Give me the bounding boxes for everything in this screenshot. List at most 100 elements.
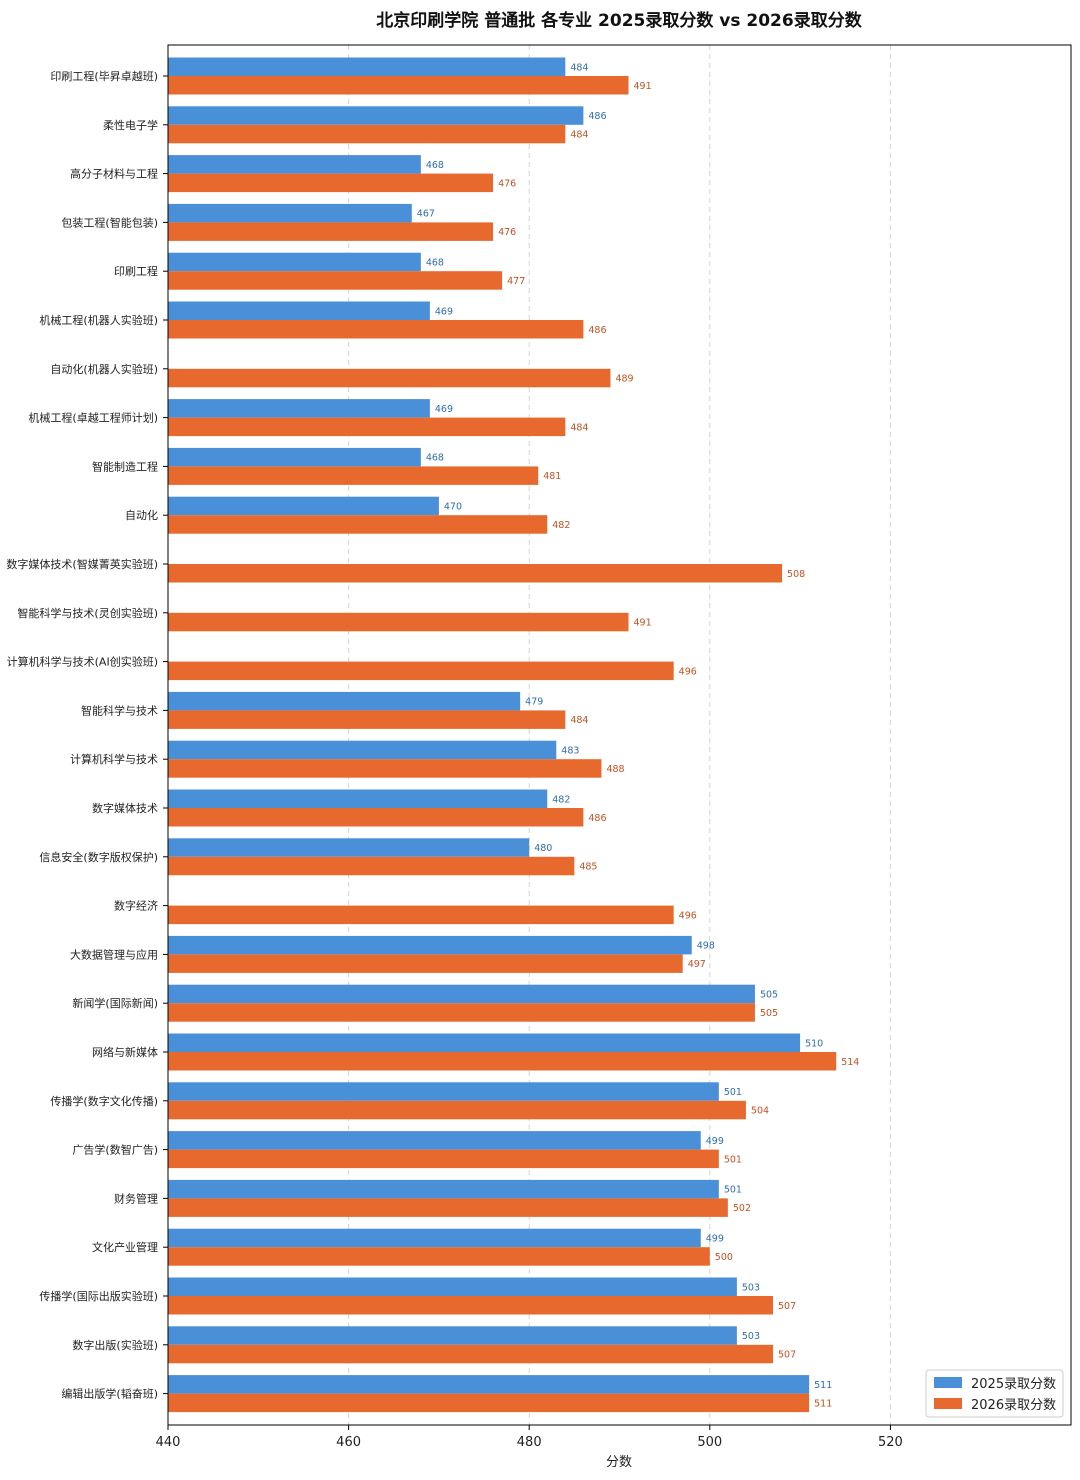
bar-2025 bbox=[168, 252, 421, 272]
value-label-2025: 468 bbox=[426, 257, 444, 268]
bar-2025 bbox=[168, 57, 566, 76]
bar-2026 bbox=[168, 417, 566, 437]
value-label-2025: 468 bbox=[426, 160, 444, 171]
value-label-2026: 476 bbox=[498, 227, 516, 238]
category-label: 信息安全(数字版权保护) bbox=[39, 850, 158, 864]
category-label: 智能科学与技术 bbox=[81, 703, 158, 717]
plot-frame bbox=[167, 44, 1072, 1426]
value-label-2025: 482 bbox=[552, 794, 570, 805]
value-label-2025: 511 bbox=[814, 1380, 832, 1391]
value-label-2026: 488 bbox=[606, 764, 624, 775]
bar-2025 bbox=[168, 789, 548, 808]
value-label-2025: 510 bbox=[805, 1038, 823, 1049]
value-label-2025: 499 bbox=[706, 1233, 724, 1244]
value-label-2026: 484 bbox=[570, 422, 588, 433]
bar-2026 bbox=[168, 1052, 837, 1071]
category-label: 计算机科学与技术 bbox=[70, 752, 158, 766]
value-label-2026: 496 bbox=[679, 910, 697, 921]
x-tick-label: 520 bbox=[878, 1435, 903, 1450]
x-tick-label: 440 bbox=[156, 1435, 181, 1450]
bars bbox=[168, 57, 837, 1413]
bar-2025 bbox=[168, 447, 421, 467]
value-label-2025: 501 bbox=[724, 1087, 742, 1098]
value-label-2025: 505 bbox=[760, 989, 778, 1000]
bar-2025 bbox=[168, 1033, 801, 1052]
value-label-2025: 501 bbox=[724, 1185, 742, 1196]
bar-2025 bbox=[168, 1131, 701, 1150]
category-label: 智能科学与技术(灵创实验班) bbox=[17, 606, 158, 620]
bar-2026 bbox=[168, 954, 683, 973]
category-label: 机械工程(机器人实验班) bbox=[39, 313, 158, 327]
value-label-2026: 489 bbox=[615, 374, 633, 385]
bar-2026 bbox=[168, 222, 494, 241]
value-label-2025: 498 bbox=[697, 941, 715, 952]
value-label-2026: 501 bbox=[724, 1154, 742, 1165]
value-label-2026: 514 bbox=[841, 1057, 859, 1068]
value-label-2026: 507 bbox=[778, 1301, 796, 1312]
value-label-2025: 503 bbox=[742, 1282, 760, 1293]
bar-2026 bbox=[168, 710, 566, 729]
legend-label-2025: 2025录取分数 bbox=[971, 1377, 1056, 1392]
value-label-2026: 505 bbox=[760, 1008, 778, 1019]
value-label-2026: 491 bbox=[634, 81, 652, 92]
value-label-2026: 511 bbox=[814, 1398, 832, 1409]
value-label-2026: 507 bbox=[778, 1350, 796, 1361]
category-label: 财务管理 bbox=[114, 1191, 158, 1205]
value-label-2025: 499 bbox=[706, 1136, 724, 1147]
value-label-2025: 486 bbox=[588, 111, 606, 122]
bar-2026 bbox=[168, 1344, 774, 1364]
bar-2025 bbox=[168, 1277, 737, 1296]
bar-2025 bbox=[168, 1228, 701, 1248]
category-label: 印刷工程 bbox=[114, 265, 158, 278]
value-label-2026: 486 bbox=[588, 813, 606, 824]
bar-2026 bbox=[168, 661, 674, 681]
x-tick-label: 500 bbox=[697, 1435, 722, 1450]
value-label-2025: 470 bbox=[444, 501, 462, 512]
value-label-2026: 497 bbox=[688, 959, 706, 970]
bar-2026 bbox=[168, 368, 611, 388]
bar-2025 bbox=[168, 1082, 719, 1101]
category-label: 印刷工程(毕昇卓越班) bbox=[50, 69, 158, 83]
bar-2026 bbox=[168, 1003, 755, 1022]
value-label-2026: 504 bbox=[751, 1106, 769, 1117]
legend-swatch-2026 bbox=[934, 1398, 962, 1409]
value-label-2025: 484 bbox=[570, 62, 588, 73]
category-label: 数字经济 bbox=[114, 899, 158, 913]
bar-2026 bbox=[168, 1149, 719, 1169]
value-label-2025: 468 bbox=[426, 453, 444, 464]
legend: 2025录取分数 2026录取分数 bbox=[925, 1369, 1064, 1418]
category-label: 传播学(国际出版实验班) bbox=[39, 1289, 158, 1303]
bar-2026 bbox=[168, 564, 783, 583]
bar-2025 bbox=[168, 496, 439, 516]
value-label-2026: 484 bbox=[570, 715, 588, 726]
bar-2026 bbox=[168, 466, 539, 485]
bar-2026 bbox=[168, 271, 503, 290]
category-label: 编辑出版学(韬奋班) bbox=[61, 1387, 158, 1401]
bar-2026 bbox=[168, 320, 584, 339]
bar-2025 bbox=[168, 1326, 737, 1345]
bar-2026 bbox=[168, 759, 602, 778]
value-label-2026: 491 bbox=[634, 618, 652, 629]
category-label: 文化产业管理 bbox=[92, 1240, 158, 1254]
bar-2026 bbox=[168, 173, 494, 193]
bar-2026 bbox=[168, 76, 629, 95]
bar-2026 bbox=[168, 1393, 810, 1413]
bar-2025 bbox=[168, 106, 584, 125]
grid-lines bbox=[348, 45, 891, 1425]
bar-2026 bbox=[168, 1198, 728, 1217]
value-label-2025: 480 bbox=[534, 843, 552, 854]
bar-2026 bbox=[168, 1247, 710, 1266]
x-axis-ticks: 440 460 480 500 520 bbox=[156, 1425, 903, 1450]
value-label-2025: 503 bbox=[742, 1331, 760, 1342]
category-label: 自动化(机器人实验班) bbox=[50, 362, 158, 376]
value-label-2025: 483 bbox=[561, 745, 579, 756]
bar-2025 bbox=[168, 203, 412, 223]
category-label: 数字媒体技术(智媒菁英实验班) bbox=[6, 557, 158, 571]
category-label: 机械工程(卓越工程师计划) bbox=[28, 411, 158, 425]
value-label-2025: 467 bbox=[417, 209, 435, 220]
x-axis-label: 分数 bbox=[606, 1455, 632, 1470]
category-label: 大数据管理与应用 bbox=[70, 947, 158, 961]
bar-2025 bbox=[168, 935, 692, 955]
